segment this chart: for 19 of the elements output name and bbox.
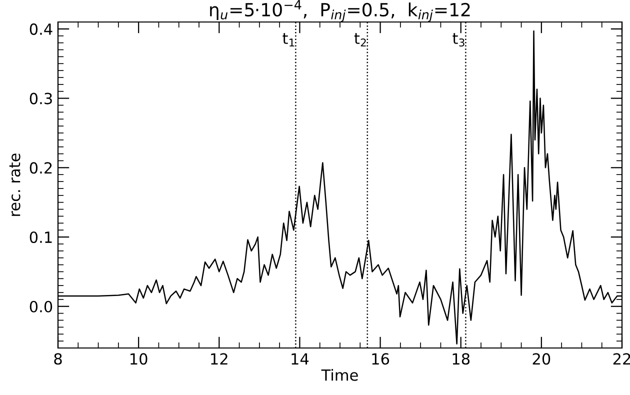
y-axis-title: rec. rate [9, 154, 20, 216]
y-tick-label: 0.2 [30, 162, 52, 174]
y-tick-label: 0.0 [30, 300, 52, 312]
x-tick-label: 22 [613, 353, 630, 364]
x-tick-label: 12 [211, 353, 228, 364]
y-tick-label: 0.1 [30, 231, 52, 244]
ref-line-label: t$_{3}$ [452, 33, 464, 47]
x-axis-title: Time [321, 369, 358, 381]
y-tick-label: 0.4 [30, 23, 52, 35]
x-tick-label: 8 [54, 353, 62, 365]
y-tick-label: 0.3 [30, 92, 52, 104]
chart-title: η$_{u}$=5·10$^{−4}$, P$_{inj}$=0.5, k$_{inj}$=12 [210, 0, 470, 22]
x-tick-label: 10 [130, 353, 148, 365]
x-tick-label: 16 [372, 353, 390, 365]
x-tick-label: 18 [452, 353, 470, 365]
x-tick-label: 20 [532, 353, 550, 365]
ref-line-label: t$_{2}$ [354, 33, 366, 46]
ref-line-label: t$_{1}$ [282, 33, 294, 46]
x-tick-label: 14 [292, 353, 309, 364]
